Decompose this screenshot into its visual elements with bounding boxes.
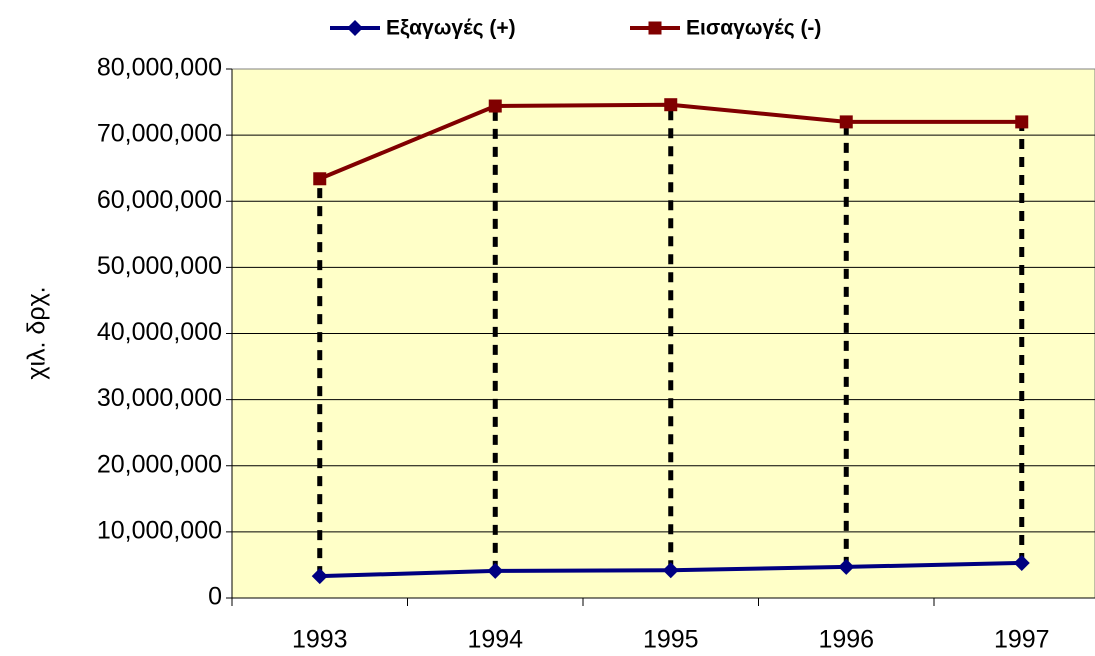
x-tick-label: 1994 bbox=[467, 626, 523, 654]
y-tick-label: 60,000,000 bbox=[97, 186, 222, 214]
y-tick-label: 0 bbox=[208, 583, 222, 611]
x-tick-label: 1993 bbox=[292, 626, 348, 654]
data-point bbox=[313, 172, 327, 186]
data-point bbox=[311, 568, 328, 585]
y-tick-label: 80,000,000 bbox=[97, 54, 222, 82]
data-point bbox=[839, 115, 853, 129]
y-tick-label: 70,000,000 bbox=[97, 120, 222, 148]
x-tick-label: 1995 bbox=[643, 626, 699, 654]
legend-label: Εισαγωγές (-) bbox=[686, 17, 821, 40]
legend-marker bbox=[648, 21, 662, 35]
y-axis-label: χιλ. δρχ. bbox=[23, 286, 51, 379]
data-point bbox=[1015, 115, 1029, 129]
data-point bbox=[664, 98, 678, 112]
data-point bbox=[488, 99, 502, 113]
y-tick-label: 10,000,000 bbox=[97, 516, 222, 544]
x-tick-label: 1996 bbox=[818, 626, 874, 654]
x-tick-label: 1997 bbox=[994, 626, 1050, 654]
data-point bbox=[1013, 554, 1030, 571]
data-point bbox=[838, 558, 855, 575]
legend-label: Εξαγωγές (+) bbox=[386, 17, 516, 40]
y-tick-label: 40,000,000 bbox=[97, 318, 222, 346]
data-point bbox=[662, 562, 679, 579]
y-tick-label: 50,000,000 bbox=[97, 252, 222, 280]
y-tick-label: 30,000,000 bbox=[97, 384, 222, 412]
legend-marker bbox=[347, 20, 363, 36]
y-tick-label: 20,000,000 bbox=[97, 450, 222, 478]
data-point bbox=[487, 562, 504, 579]
